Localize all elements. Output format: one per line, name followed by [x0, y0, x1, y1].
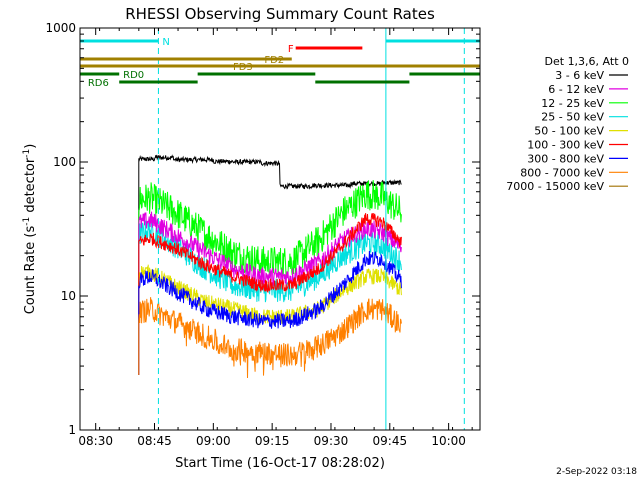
series-line-100-300-kev: [138, 213, 402, 375]
x-tick-label: 08:45: [137, 434, 172, 448]
x-tick-label: 08:30: [78, 434, 113, 448]
chart-title: RHESSI Observing Summary Count Rates: [125, 5, 435, 23]
x-tick-label: 09:00: [196, 434, 231, 448]
x-tick-label: 09:45: [373, 434, 408, 448]
y-tick-label: 100: [53, 155, 76, 169]
y-axis-label: Count Rate (s-1 detector-1): [22, 144, 38, 315]
flag-label-n: N: [162, 37, 169, 48]
x-tick-label: 10:00: [431, 434, 466, 448]
legend-label-25-50-kev: 25 - 50 keV: [541, 111, 604, 124]
flag-label-rd0: RD0: [123, 70, 144, 81]
series-layer: [138, 154, 402, 379]
x-tick-label: 09:30: [314, 434, 349, 448]
plot-frame: [79, 27, 481, 431]
series-line-300-800-kev: [138, 250, 402, 375]
y-axis: 1 10 100 1000: [45, 21, 480, 437]
x-tick-label: 09:15: [255, 434, 290, 448]
series-line-50-100-kev: [138, 264, 402, 375]
legend-title: Det 1,3,6, Att 0: [545, 55, 629, 68]
x-axis-label: Start Time (16-Oct-17 08:28:02): [175, 456, 385, 471]
legend-label-7000-15000-kev: 7000 - 15000 keV: [506, 180, 604, 193]
legend-label-6-12-kev: 6 - 12 keV: [548, 83, 604, 96]
flag-label-fd3: FD3: [233, 62, 253, 73]
footer-timestamp: 2-Sep-2022 03:18: [556, 467, 637, 477]
legend-label-50-100-kev: 50 - 100 keV: [534, 125, 604, 138]
y-tick-label: 10: [61, 289, 76, 303]
legend-label-300-800-kev: 300 - 800 keV: [527, 152, 604, 165]
x-axis: 08:30 08:45 09:00 09:15 09:30 09:45 10:00: [78, 28, 473, 448]
legend-label-800-7000-kev: 800 - 7000 keV: [520, 166, 604, 179]
flag-label-rd6: RD6: [88, 78, 109, 89]
flag-label-f: F: [288, 44, 294, 55]
series-line-3-6-kev: [138, 154, 402, 375]
legend-label-3-6-kev: 3 - 6 keV: [555, 69, 604, 82]
flag-bars: N F FD2 FD3 RD0 RD6: [80, 37, 480, 89]
y-tick-label: 1000: [45, 21, 76, 35]
flag-label-fd2: FD2: [264, 55, 284, 66]
y-tick-label: 1: [68, 423, 76, 437]
series-line-6-12-kev: [138, 211, 402, 375]
series-line-800-7000-kev: [138, 297, 402, 379]
legend-label-12-25-kev: 12 - 25 keV: [541, 97, 604, 110]
legend-label-100-300-kev: 100 - 300 keV: [527, 139, 604, 152]
